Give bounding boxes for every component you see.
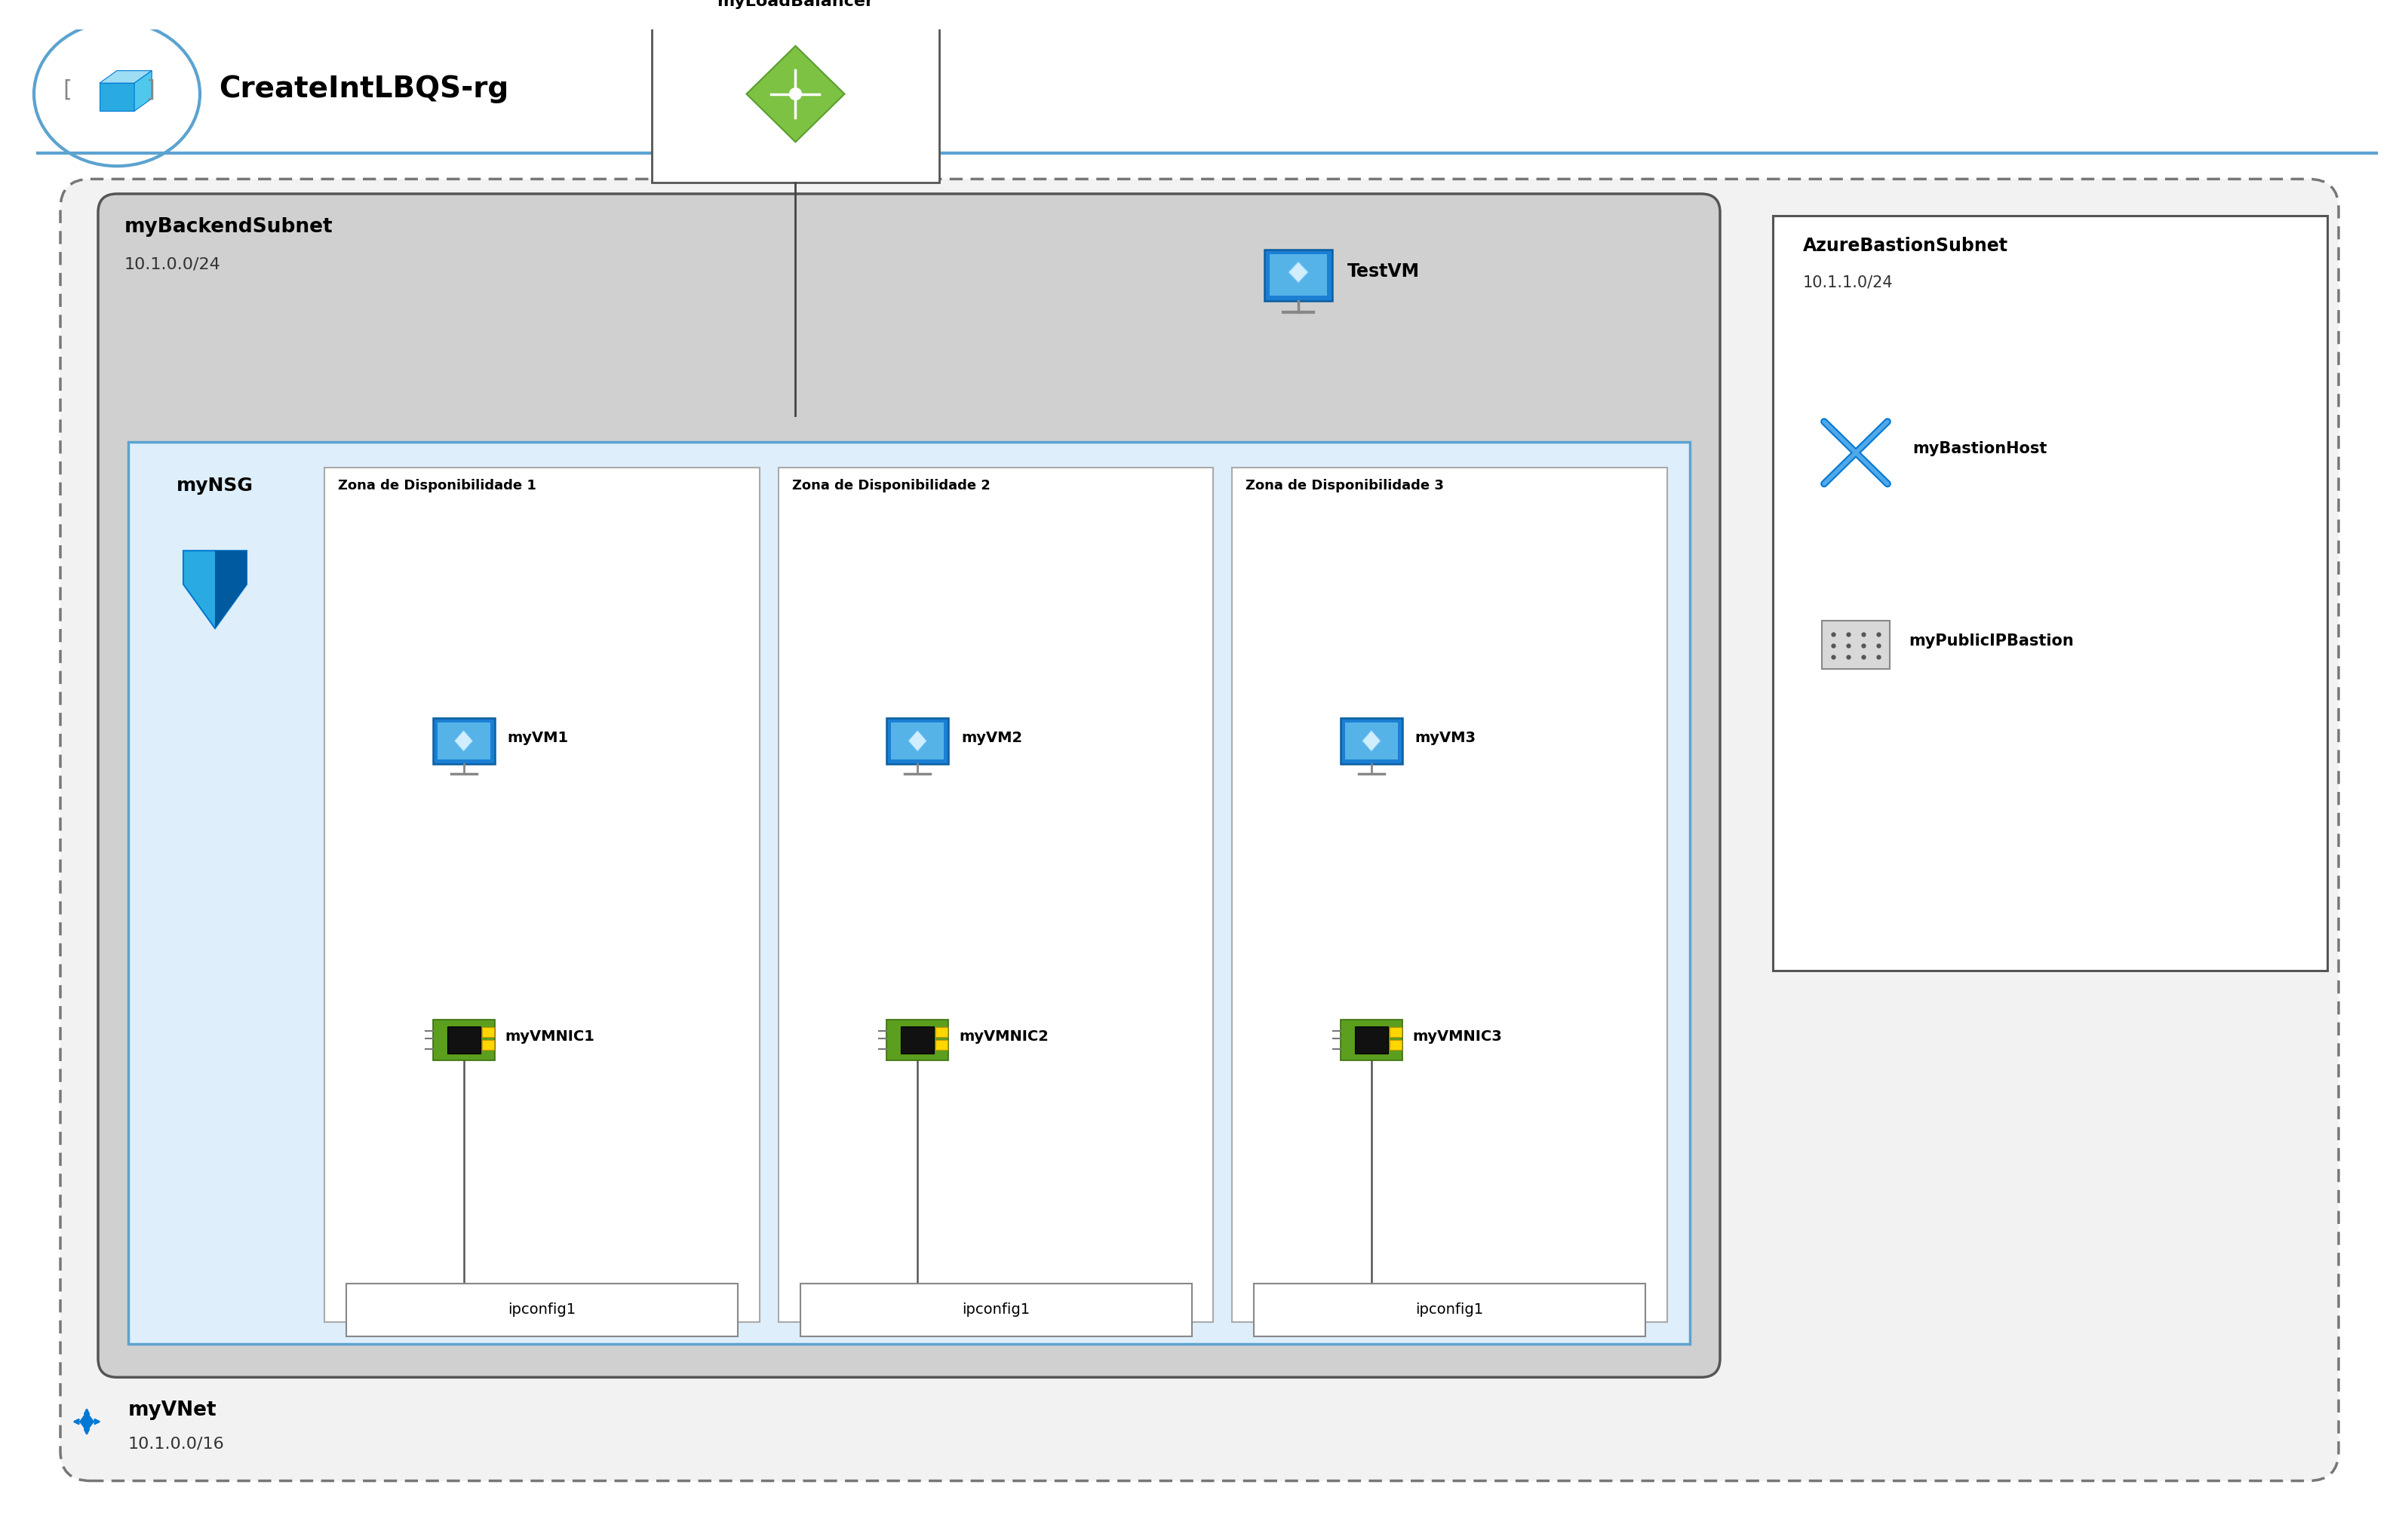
Bar	[901, 1027, 934, 1053]
Polygon shape	[135, 71, 151, 111]
Bar	[891, 722, 944, 759]
Text: Zona de Disponibilidade 2: Zona de Disponibilidade 2	[793, 479, 990, 493]
Text: 10.1.0.0/24: 10.1.0.0/24	[125, 257, 221, 271]
Text: Zona de Disponibilidade 1: Zona de Disponibilidade 1	[339, 479, 536, 493]
Text: TestVM: TestVM	[1348, 262, 1420, 280]
Text: myVM1: myVM1	[507, 731, 569, 745]
Text: myVM3: myVM3	[1415, 731, 1477, 745]
Text: myVM2: myVM2	[961, 731, 1023, 745]
Bar	[1345, 722, 1398, 759]
Bar	[127, 442, 1691, 1344]
Bar	[886, 718, 949, 764]
Polygon shape	[1362, 730, 1381, 752]
Text: ipconfig1: ipconfig1	[961, 1303, 1030, 1317]
Text: CreateIntLBQS-rg: CreateIntLBQS-rg	[219, 74, 509, 103]
Text: myPublicIPBastion: myPublicIPBastion	[1910, 634, 2073, 648]
Bar	[483, 1040, 495, 1049]
Text: ipconfig1: ipconfig1	[1415, 1303, 1484, 1317]
Bar	[1388, 1027, 1403, 1036]
Bar	[886, 1019, 949, 1060]
Polygon shape	[747, 46, 846, 142]
FancyBboxPatch shape	[60, 179, 2340, 1481]
Bar	[437, 722, 490, 759]
Bar	[1388, 1040, 1403, 1049]
Text: myVMNIC1: myVMNIC1	[504, 1030, 596, 1044]
Polygon shape	[183, 551, 247, 628]
Text: myNSG: myNSG	[175, 477, 255, 494]
Polygon shape	[1287, 262, 1309, 282]
Circle shape	[790, 88, 802, 100]
Bar	[1232, 468, 1667, 1321]
Bar	[1271, 254, 1326, 296]
Polygon shape	[98, 83, 135, 111]
Bar	[1773, 216, 2328, 970]
Bar	[1263, 249, 1333, 300]
Bar	[937, 1040, 949, 1049]
FancyBboxPatch shape	[98, 194, 1720, 1377]
Text: [: [	[62, 80, 72, 102]
Bar	[1821, 621, 1890, 668]
Bar	[778, 468, 1213, 1321]
Bar	[324, 468, 759, 1321]
Polygon shape	[98, 71, 151, 83]
Bar	[653, 0, 939, 183]
Text: AzureBastionSubnet: AzureBastionSubnet	[1804, 237, 2008, 254]
Ellipse shape	[34, 22, 199, 166]
Bar	[1340, 718, 1403, 764]
Text: myLoadBalancer: myLoadBalancer	[718, 0, 874, 9]
Text: ipconfig1: ipconfig1	[507, 1303, 576, 1317]
Text: myVNet: myVNet	[127, 1401, 216, 1420]
Bar	[1355, 1027, 1388, 1053]
Text: ]: ]	[147, 80, 154, 102]
Bar	[483, 1027, 495, 1036]
Text: 10.1.1.0/24: 10.1.1.0/24	[1804, 276, 1893, 290]
Bar	[800, 1283, 1191, 1337]
Bar	[346, 1283, 737, 1337]
Polygon shape	[79, 1411, 94, 1432]
Bar	[432, 1019, 495, 1060]
Polygon shape	[454, 730, 473, 752]
Polygon shape	[908, 730, 927, 752]
Polygon shape	[216, 551, 247, 628]
Bar	[937, 1027, 949, 1036]
Text: Zona de Disponibilidade 3: Zona de Disponibilidade 3	[1247, 479, 1444, 493]
Text: myBastionHost: myBastionHost	[1912, 442, 2047, 456]
Text: 10.1.0.0/16: 10.1.0.0/16	[127, 1437, 226, 1451]
Bar	[1340, 1019, 1403, 1060]
Bar	[447, 1027, 480, 1053]
Bar	[432, 718, 495, 764]
Bar	[1254, 1283, 1645, 1337]
Text: myVMNIC2: myVMNIC2	[958, 1030, 1050, 1044]
Text: myVMNIC3: myVMNIC3	[1412, 1030, 1504, 1044]
Text: myBackendSubnet: myBackendSubnet	[125, 217, 334, 237]
